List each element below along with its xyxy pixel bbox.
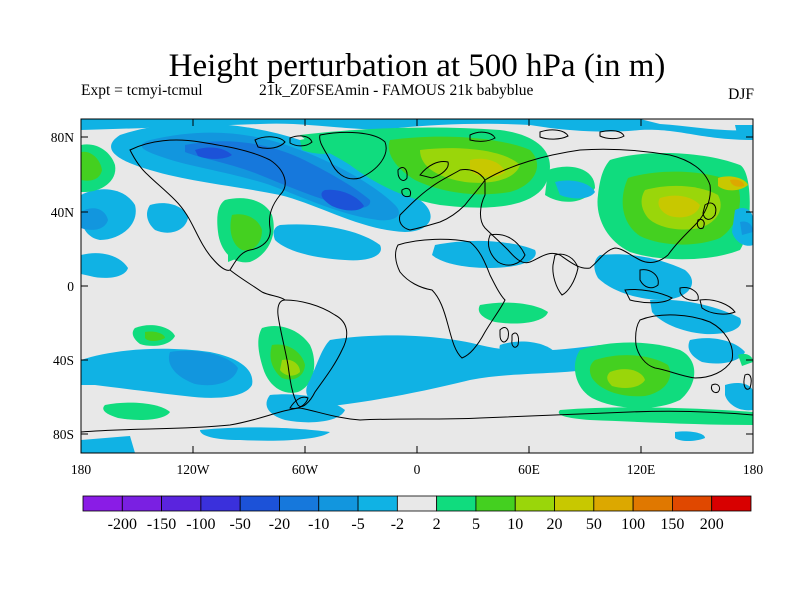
colorbar-swatch	[475, 495, 516, 512]
colorbar-swatch	[200, 495, 241, 512]
lon-label-120e: 120E	[627, 462, 656, 477]
colorbar-label: -20	[269, 516, 290, 533]
colorbar-swatch	[357, 495, 398, 512]
experiment-label: Expt = tcmyi-tcmul	[81, 82, 203, 99]
colorbar-swatch	[161, 495, 202, 512]
colorbar-swatch	[279, 495, 320, 512]
colorbar-swatch	[632, 495, 673, 512]
lon-label-0: 0	[414, 462, 421, 477]
colorbar-swatch	[239, 495, 280, 512]
colorbar-swatch	[318, 495, 359, 512]
lat-label-0: 0	[67, 279, 74, 294]
colorbar-swatch	[121, 495, 162, 512]
season-label: DJF	[728, 86, 754, 103]
lat-axis	[81, 136, 753, 435]
lon-label-180e: 180	[743, 462, 764, 477]
colorbar-label: -150	[147, 516, 176, 533]
map-title: Height perturbation at 500 hPa (in m)	[168, 48, 666, 84]
colorbar-label: -100	[186, 516, 215, 533]
lon-label-60w: 60W	[292, 462, 319, 477]
colorbar-label: 150	[660, 516, 684, 533]
colorbar-swatch	[711, 495, 752, 512]
colorbar-swatch	[396, 495, 438, 512]
colorbar-label: -5	[351, 516, 364, 533]
lat-label-40s: 40S	[53, 353, 74, 368]
coastlines	[81, 129, 753, 433]
run-label: 21k_Z0FSEAmin - FAMOUS 21k babyblue	[259, 82, 534, 99]
colorbar-label: -50	[230, 516, 251, 533]
colorbar-swatch	[672, 495, 713, 512]
colorbar-label: 50	[586, 516, 602, 533]
lon-label-60e: 60E	[518, 462, 540, 477]
colorbar-swatch	[554, 495, 595, 512]
colorbar-label: -10	[308, 516, 329, 533]
lat-label-80s: 80S	[53, 427, 74, 442]
lon-label-120w: 120W	[177, 462, 210, 477]
colorbar-label: 10	[507, 516, 523, 533]
colorbar-label: 2	[433, 516, 441, 533]
colorbar-label: 100	[621, 516, 645, 533]
lat-label-40n: 40N	[51, 205, 75, 220]
colorbar-label: 20	[547, 516, 563, 533]
colorbar-label: 200	[700, 516, 724, 533]
colorbar-label: -200	[108, 516, 137, 533]
colorbar-swatch	[514, 495, 555, 512]
lat-label-80n: 80N	[51, 130, 75, 145]
colorbar-label: 5	[472, 516, 480, 533]
contour-field	[81, 119, 753, 453]
colorbar-swatch	[82, 495, 123, 512]
lon-axis	[80, 119, 754, 453]
colorbar-swatch	[436, 495, 477, 512]
colorbar-swatch	[593, 495, 634, 512]
colorbar: -200 -150 -100 -50 -20 -10 -5 -2 2 5 10 20 50 100 150 2…	[82, 495, 752, 533]
colorbar-label: -2	[391, 516, 404, 533]
lon-label-180w: 180	[71, 462, 92, 477]
